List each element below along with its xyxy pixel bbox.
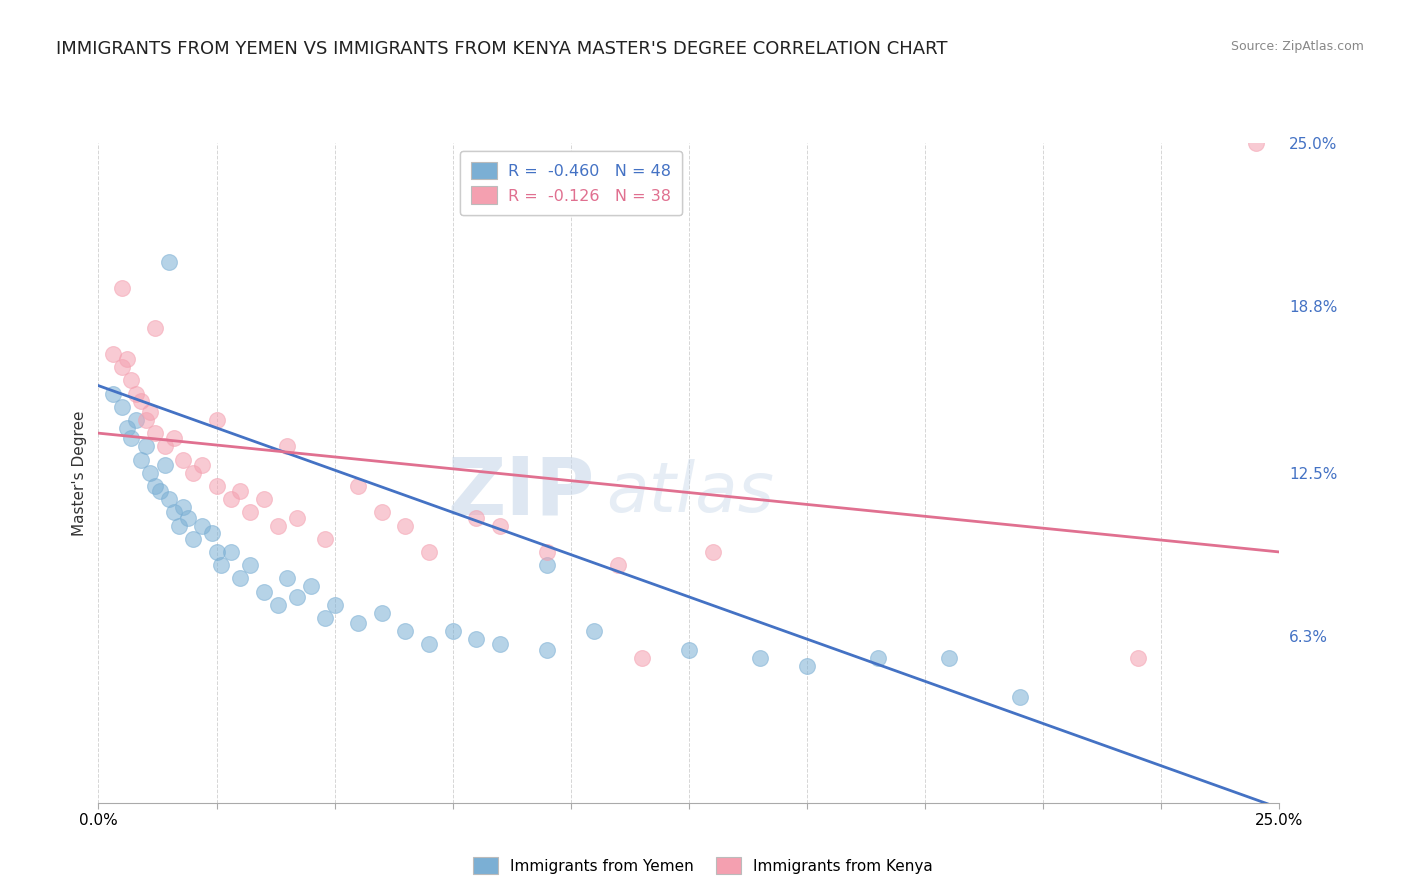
Point xyxy=(1244,136,1267,150)
Point xyxy=(157,254,180,268)
Text: atlas: atlas xyxy=(606,459,775,526)
Point xyxy=(125,386,148,401)
Point xyxy=(418,637,440,651)
Point xyxy=(938,650,960,665)
Point xyxy=(796,658,818,673)
Point xyxy=(253,492,276,507)
Point xyxy=(347,479,370,493)
Point xyxy=(201,526,224,541)
Point xyxy=(157,492,180,507)
Point xyxy=(394,518,416,533)
Legend: Immigrants from Yemen, Immigrants from Kenya: Immigrants from Yemen, Immigrants from K… xyxy=(467,851,939,880)
Point xyxy=(607,558,630,573)
Point xyxy=(139,466,162,480)
Point xyxy=(181,466,204,480)
Point xyxy=(149,484,172,499)
Point xyxy=(143,426,166,441)
Point xyxy=(536,545,558,559)
Point xyxy=(121,432,143,446)
Point xyxy=(135,439,157,453)
Point xyxy=(101,347,124,361)
Point xyxy=(276,439,298,453)
Point xyxy=(163,505,186,519)
Point xyxy=(536,642,558,657)
Point xyxy=(115,352,138,367)
Point xyxy=(191,518,214,533)
Point xyxy=(347,616,370,631)
Point xyxy=(205,413,228,427)
Point xyxy=(702,545,724,559)
Point xyxy=(111,360,134,375)
Point xyxy=(285,510,308,524)
Y-axis label: Master's Degree: Master's Degree xyxy=(72,410,87,535)
Point xyxy=(489,518,512,533)
Text: IMMIGRANTS FROM YEMEN VS IMMIGRANTS FROM KENYA MASTER'S DEGREE CORRELATION CHART: IMMIGRANTS FROM YEMEN VS IMMIGRANTS FROM… xyxy=(56,40,948,58)
Point xyxy=(111,281,134,295)
Point xyxy=(441,624,464,639)
Point xyxy=(219,492,242,507)
Point xyxy=(267,598,290,612)
Point xyxy=(418,545,440,559)
Point xyxy=(583,624,606,639)
Point xyxy=(489,637,512,651)
Point xyxy=(239,558,262,573)
Point xyxy=(465,632,488,646)
Point xyxy=(314,532,336,546)
Point xyxy=(1126,650,1149,665)
Legend: R =  -0.460   N = 48, R =  -0.126   N = 38: R = -0.460 N = 48, R = -0.126 N = 38 xyxy=(460,151,682,215)
Point xyxy=(1008,690,1031,705)
Point xyxy=(678,642,700,657)
Point xyxy=(299,579,322,593)
Point xyxy=(314,611,336,625)
Point xyxy=(153,439,176,453)
Point xyxy=(229,484,252,499)
Point xyxy=(191,458,214,472)
Point xyxy=(209,558,232,573)
Point xyxy=(465,510,488,524)
Point xyxy=(153,458,176,472)
Point xyxy=(219,545,242,559)
Point xyxy=(167,518,190,533)
Point xyxy=(866,650,889,665)
Point xyxy=(536,558,558,573)
Point xyxy=(135,413,157,427)
Point xyxy=(205,545,228,559)
Point xyxy=(115,421,138,435)
Point xyxy=(394,624,416,639)
Text: ZIP: ZIP xyxy=(447,453,595,532)
Point xyxy=(177,510,200,524)
Point xyxy=(285,590,308,604)
Point xyxy=(143,479,166,493)
Point xyxy=(111,400,134,414)
Point xyxy=(630,650,652,665)
Point xyxy=(748,650,770,665)
Point xyxy=(139,405,162,419)
Point xyxy=(129,452,152,467)
Point xyxy=(101,386,124,401)
Point xyxy=(323,598,346,612)
Point xyxy=(229,571,252,585)
Point xyxy=(181,532,204,546)
Point xyxy=(121,373,143,387)
Point xyxy=(205,479,228,493)
Point xyxy=(125,413,148,427)
Point xyxy=(267,518,290,533)
Point xyxy=(276,571,298,585)
Point xyxy=(371,606,394,620)
Point xyxy=(163,432,186,446)
Point xyxy=(371,505,394,519)
Point xyxy=(143,320,166,334)
Point xyxy=(129,394,152,409)
Point xyxy=(172,500,194,514)
Point xyxy=(239,505,262,519)
Point xyxy=(172,452,194,467)
Text: Source: ZipAtlas.com: Source: ZipAtlas.com xyxy=(1230,40,1364,54)
Point xyxy=(253,584,276,599)
